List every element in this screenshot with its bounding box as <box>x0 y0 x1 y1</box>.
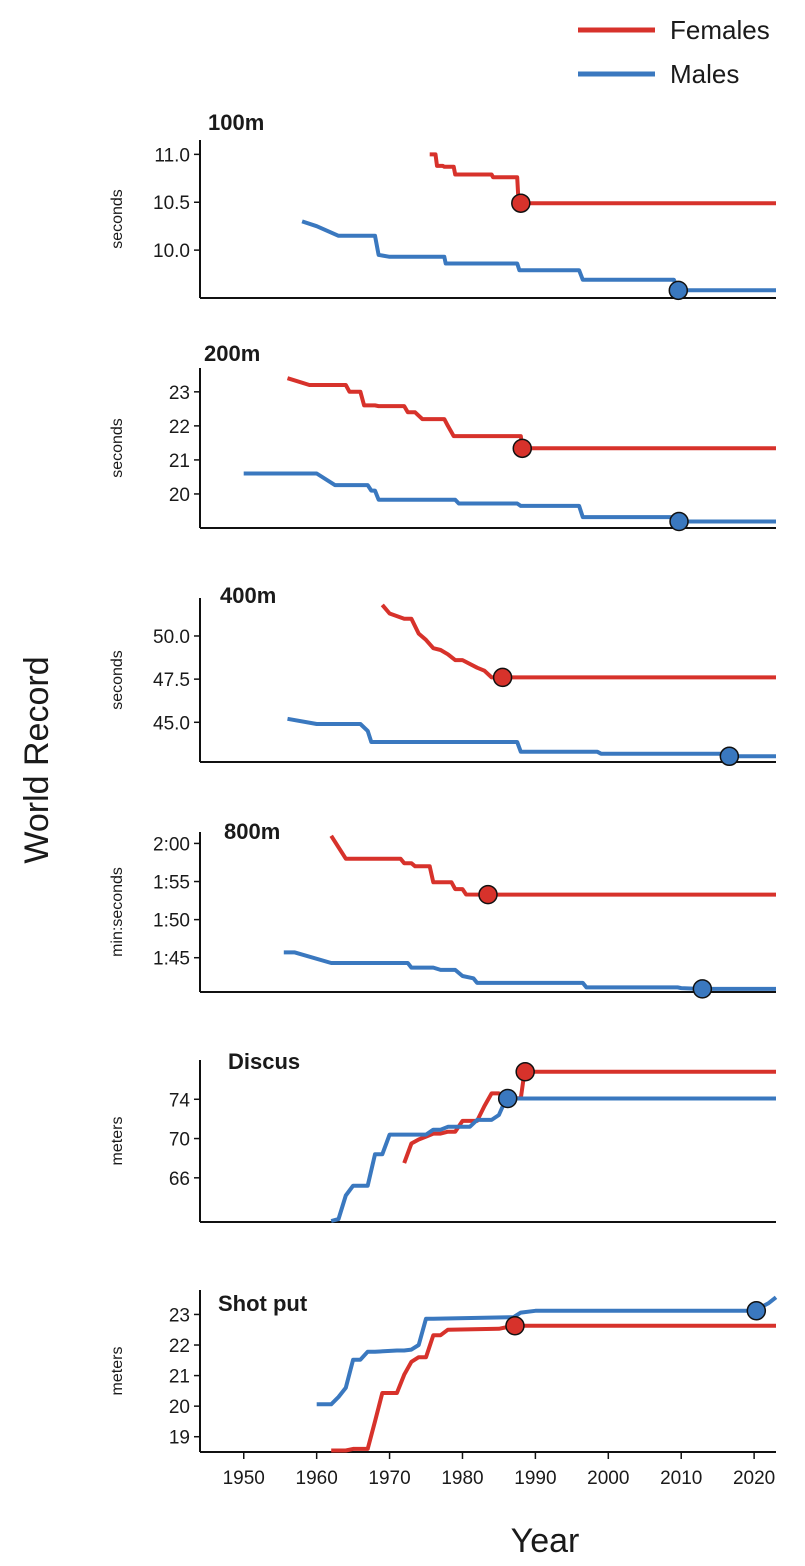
panel-unit-label: meters <box>109 1117 126 1166</box>
series-line-males <box>316 1295 778 1407</box>
record-marker-females <box>515 1062 535 1082</box>
record-marker-males <box>669 511 689 532</box>
y-tick-label: 21 <box>169 451 190 472</box>
legend-label-females: Females <box>670 15 770 45</box>
y-tick-label: 22 <box>169 1336 190 1357</box>
x-tick-label: 1990 <box>514 1468 556 1489</box>
series-line-females <box>331 1323 776 1453</box>
x-tick-label: 2020 <box>733 1468 775 1489</box>
series-line-females <box>380 603 776 680</box>
figure-y-axis-label: World Record <box>18 656 56 863</box>
x-tick-label: 1980 <box>441 1468 483 1489</box>
series-line-females <box>286 376 776 451</box>
panel-title: 200m <box>204 341 260 366</box>
x-tick-label: 2000 <box>587 1468 629 1489</box>
y-tick-label: 45.0 <box>153 713 190 734</box>
y-tick-label: 23 <box>169 1305 190 1326</box>
record-marker-females <box>478 884 498 905</box>
legend: Females Males <box>578 15 770 89</box>
figure-x-axis-label: Year <box>511 1522 580 1560</box>
series-line-females <box>429 152 776 206</box>
record-marker-males <box>692 979 713 999</box>
series-line-males <box>287 716 776 759</box>
series-line-males <box>301 219 776 293</box>
record-marker-females <box>505 1316 525 1336</box>
record-marker-females <box>492 667 513 688</box>
y-tick-label: 20 <box>169 1397 190 1418</box>
record-marker-females <box>511 193 531 213</box>
y-tick-label: 1:45 <box>153 949 190 970</box>
y-tick-label: 11.0 <box>154 145 190 166</box>
panel-5: 66 70 74 meters Discus <box>109 1049 776 1223</box>
panel-unit-label: seconds <box>109 650 126 710</box>
panel-unit-label: seconds <box>109 189 126 249</box>
panel-unit-label: meters <box>109 1347 126 1396</box>
x-axis: 1950 1960 1970 1980 1990 2000 2010 2020 <box>223 1452 775 1489</box>
series-line-males <box>243 471 776 524</box>
record-marker-males <box>497 1088 518 1109</box>
panel-unit-label: min:seconds <box>109 867 126 957</box>
x-tick-label: 1970 <box>368 1468 410 1489</box>
y-tick-label: 66 <box>169 1169 190 1190</box>
panel-3: 45.0 47.5 50.0 seconds 400m <box>109 583 776 767</box>
panel-6: 19 20 21 22 23 meters Shot put <box>109 1290 778 1453</box>
y-tick-label: 74 <box>169 1090 191 1111</box>
y-tick-label: 19 <box>169 1428 190 1449</box>
y-tick-label: 1:55 <box>153 873 190 894</box>
record-marker-males <box>668 280 689 301</box>
panel-title: Shot put <box>218 1291 308 1316</box>
record-marker-females <box>512 438 533 459</box>
series-line-males <box>283 950 776 991</box>
panel-title: Discus <box>228 1049 300 1074</box>
series-line-females <box>402 1069 776 1164</box>
y-tick-label: 50.0 <box>153 627 190 648</box>
y-tick-label: 10.5 <box>153 193 190 214</box>
panel-title: 100m <box>208 110 264 135</box>
panels: 10.010.511.0seconds100m20212223seconds20… <box>109 110 778 1453</box>
x-tick-label: 1960 <box>296 1468 338 1489</box>
y-tick-label: 1:50 <box>153 911 190 932</box>
panel-title: 800m <box>224 819 280 844</box>
record-marker-males <box>719 746 740 767</box>
panel-unit-label: seconds <box>109 418 126 478</box>
y-tick-label: 21 <box>169 1367 190 1388</box>
panel-title: 400m <box>220 583 276 608</box>
y-tick-label: 10.0 <box>153 241 190 262</box>
series-line-males <box>330 1096 776 1223</box>
y-tick-label: 47.5 <box>153 670 190 691</box>
panel-1: 10.0 10.5 11.0 seconds 100m <box>109 110 776 301</box>
y-tick-label: 20 <box>169 485 190 506</box>
y-tick-label: 23 <box>169 383 190 404</box>
x-tick-label: 1950 <box>223 1468 265 1489</box>
y-tick-label: 70 <box>169 1130 190 1151</box>
y-tick-label: 2:00 <box>153 834 190 855</box>
panel-4: 1:45 1:50 1:55 2:00 min:seconds 800m <box>109 819 776 999</box>
x-tick-label: 2010 <box>660 1468 702 1489</box>
series-line-females <box>329 834 776 897</box>
legend-label-males: Males <box>670 59 739 89</box>
y-tick-label: 22 <box>169 417 190 438</box>
panel-2: 20 21 22 23 seconds 200m <box>109 341 776 532</box>
record-marker-males <box>746 1301 767 1321</box>
